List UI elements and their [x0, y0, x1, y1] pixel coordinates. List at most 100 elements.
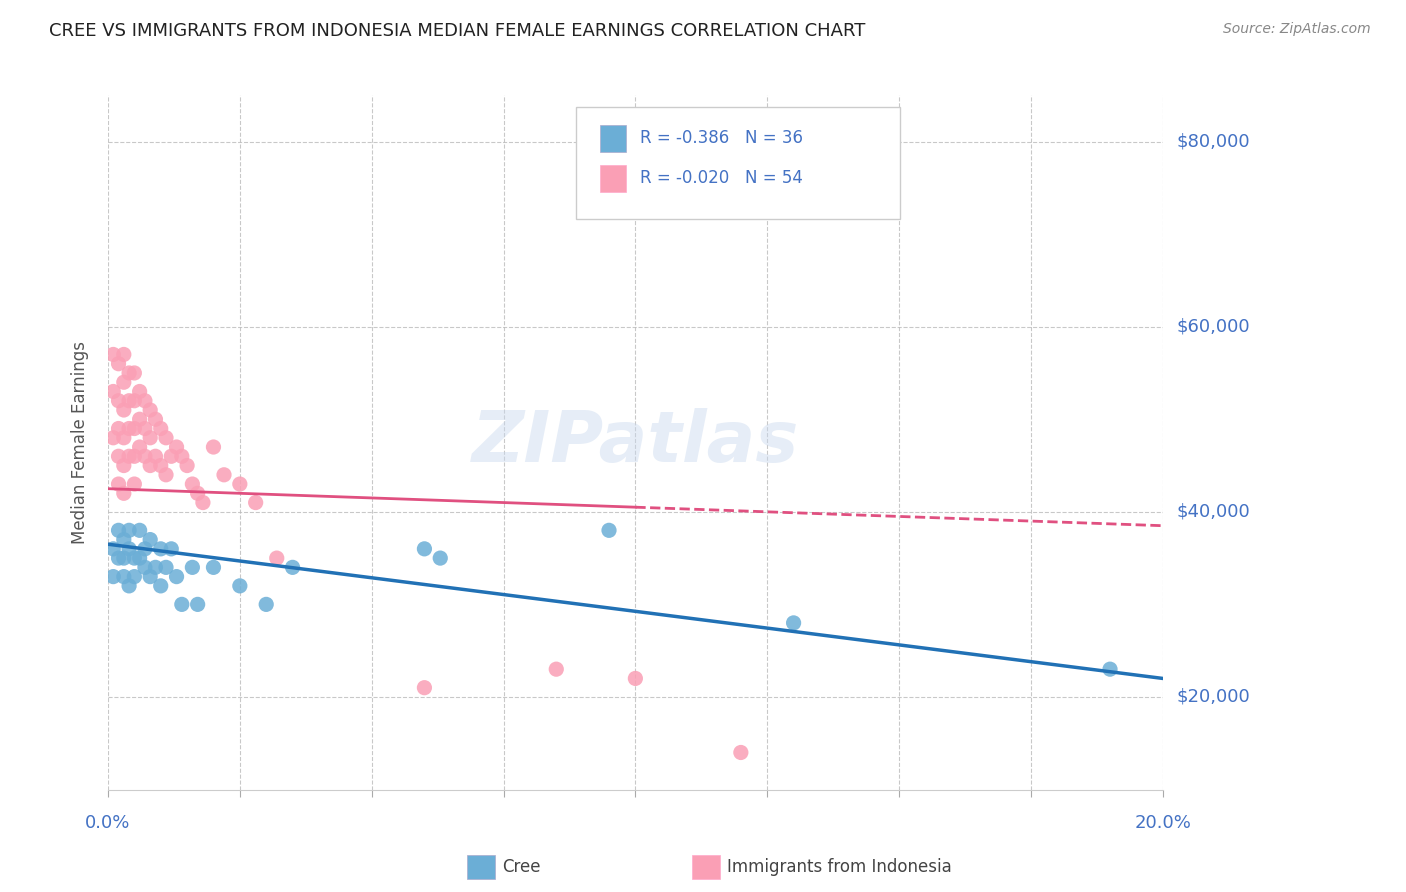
Point — [149, 541, 172, 556]
Point — [107, 477, 129, 491]
Point — [202, 440, 225, 454]
Point — [134, 541, 156, 556]
Point — [124, 393, 146, 408]
Point — [191, 495, 214, 509]
Y-axis label: Median Female Earnings: Median Female Earnings — [72, 341, 89, 544]
Point — [782, 615, 804, 630]
Point — [229, 579, 252, 593]
Point — [128, 440, 150, 454]
Point — [187, 486, 209, 500]
Point — [134, 450, 156, 464]
Text: ZIPatlas: ZIPatlas — [471, 408, 799, 477]
Point — [181, 477, 204, 491]
Point — [155, 467, 177, 482]
Point — [118, 421, 141, 435]
Point — [112, 376, 135, 390]
Point — [118, 579, 141, 593]
Point — [107, 524, 129, 538]
Point — [134, 421, 156, 435]
Point — [1098, 662, 1121, 676]
Point — [118, 366, 141, 380]
Point — [118, 450, 141, 464]
Point — [124, 421, 146, 435]
Point — [149, 579, 172, 593]
Point — [160, 541, 183, 556]
Point — [202, 560, 225, 574]
Text: $80,000: $80,000 — [1177, 133, 1250, 151]
Text: 20.0%: 20.0% — [1135, 814, 1191, 832]
Point — [103, 384, 125, 399]
Point — [112, 569, 135, 583]
Point — [176, 458, 198, 473]
Point — [103, 541, 125, 556]
Point — [112, 551, 135, 566]
Point — [139, 458, 162, 473]
Point — [145, 412, 167, 426]
Point — [166, 440, 188, 454]
Text: Cree: Cree — [502, 858, 540, 876]
Point — [124, 477, 146, 491]
Text: $40,000: $40,000 — [1177, 503, 1250, 521]
Point — [107, 450, 129, 464]
Point — [229, 477, 252, 491]
Point — [103, 431, 125, 445]
Point — [149, 458, 172, 473]
Point — [170, 598, 193, 612]
Text: R = -0.386   N = 36: R = -0.386 N = 36 — [640, 129, 803, 147]
Text: 0.0%: 0.0% — [86, 814, 131, 832]
Point — [166, 569, 188, 583]
Point — [118, 541, 141, 556]
Point — [128, 551, 150, 566]
Point — [598, 524, 620, 538]
Text: Source: ZipAtlas.com: Source: ZipAtlas.com — [1223, 22, 1371, 37]
Point — [145, 450, 167, 464]
Point — [103, 347, 125, 361]
Point — [624, 672, 647, 686]
Point — [413, 541, 436, 556]
Point — [139, 569, 162, 583]
Point — [149, 421, 172, 435]
Point — [139, 533, 162, 547]
Point — [103, 569, 125, 583]
Point — [107, 421, 129, 435]
Point — [134, 393, 156, 408]
Point — [139, 431, 162, 445]
Point — [212, 467, 235, 482]
Point — [730, 746, 752, 760]
Point — [112, 458, 135, 473]
Text: $20,000: $20,000 — [1177, 688, 1250, 706]
Point — [413, 681, 436, 695]
Point — [266, 551, 288, 566]
Point — [128, 524, 150, 538]
Point — [107, 551, 129, 566]
Point — [124, 450, 146, 464]
Point — [118, 393, 141, 408]
Point — [254, 598, 277, 612]
Point — [128, 412, 150, 426]
Point — [107, 357, 129, 371]
Point — [134, 560, 156, 574]
Point — [128, 384, 150, 399]
Point — [546, 662, 568, 676]
Point — [112, 403, 135, 417]
Point — [124, 366, 146, 380]
Point — [155, 431, 177, 445]
Text: R = -0.020   N = 54: R = -0.020 N = 54 — [640, 169, 803, 187]
Point — [145, 560, 167, 574]
Point — [160, 450, 183, 464]
Point — [118, 524, 141, 538]
Point — [187, 598, 209, 612]
Point — [139, 403, 162, 417]
Point — [124, 569, 146, 583]
Point — [107, 393, 129, 408]
Point — [429, 551, 451, 566]
Text: CREE VS IMMIGRANTS FROM INDONESIA MEDIAN FEMALE EARNINGS CORRELATION CHART: CREE VS IMMIGRANTS FROM INDONESIA MEDIAN… — [49, 22, 866, 40]
Point — [181, 560, 204, 574]
Point — [170, 450, 193, 464]
Text: Immigrants from Indonesia: Immigrants from Indonesia — [727, 858, 952, 876]
Point — [112, 347, 135, 361]
Point — [281, 560, 304, 574]
Text: $60,000: $60,000 — [1177, 318, 1250, 335]
Point — [124, 551, 146, 566]
Point — [245, 495, 267, 509]
